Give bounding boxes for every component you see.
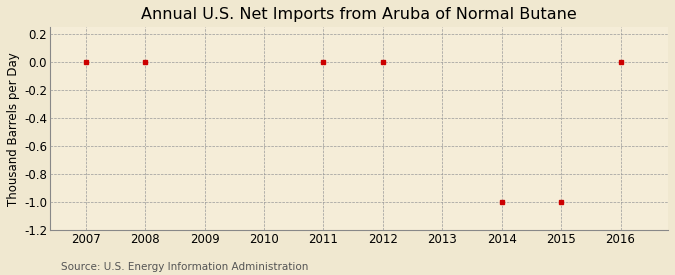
Title: Annual U.S. Net Imports from Aruba of Normal Butane: Annual U.S. Net Imports from Aruba of No…	[141, 7, 577, 22]
Y-axis label: Thousand Barrels per Day: Thousand Barrels per Day	[7, 52, 20, 206]
Text: Source: U.S. Energy Information Administration: Source: U.S. Energy Information Administ…	[61, 262, 308, 271]
